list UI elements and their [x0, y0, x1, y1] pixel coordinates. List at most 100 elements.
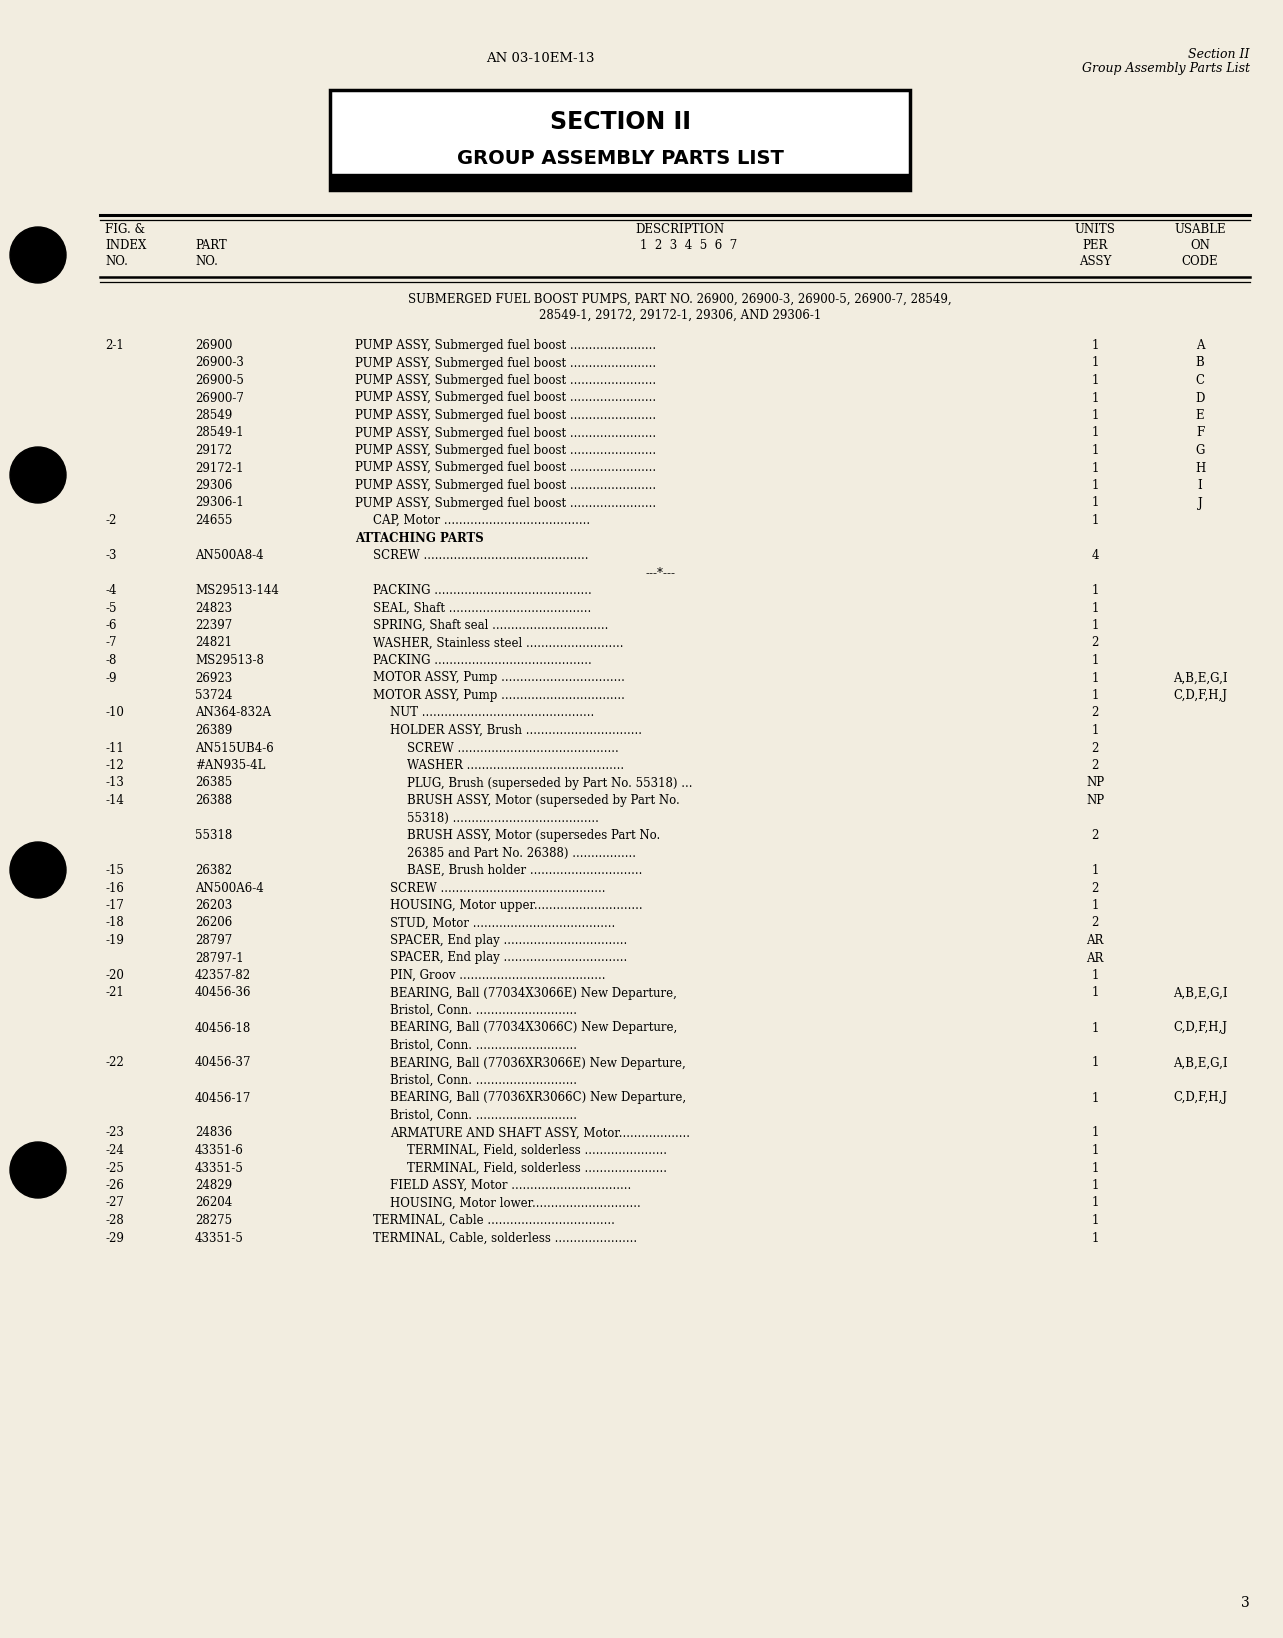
Text: NO.: NO.: [105, 256, 128, 269]
Text: Bristol, Conn. ...........................: Bristol, Conn. .........................…: [390, 1038, 577, 1052]
Text: 1: 1: [1092, 1179, 1098, 1192]
Text: SEAL, Shaft ......................................: SEAL, Shaft ............................…: [373, 601, 591, 614]
Text: 3: 3: [1241, 1595, 1250, 1610]
Text: Section II: Section II: [1188, 48, 1250, 61]
Text: MS29513-144: MS29513-144: [195, 585, 278, 596]
Text: A,B,E,G,I: A,B,E,G,I: [1173, 1057, 1228, 1070]
Text: GROUP ASSEMBLY PARTS LIST: GROUP ASSEMBLY PARTS LIST: [457, 149, 784, 167]
Text: 1: 1: [1092, 1057, 1098, 1070]
Text: CAP, Motor .......................................: CAP, Motor .............................…: [373, 514, 590, 527]
Text: #AN935-4L: #AN935-4L: [195, 758, 266, 771]
Text: 55318: 55318: [195, 829, 232, 842]
Text: -16: -16: [105, 881, 124, 894]
Text: HOUSING, Motor lower.............................: HOUSING, Motor lower....................…: [390, 1196, 640, 1209]
Text: 43351-5: 43351-5: [195, 1161, 244, 1174]
Text: 28549-1, 29172, 29172-1, 29306, AND 29306-1: 28549-1, 29172, 29172-1, 29306, AND 2930…: [539, 310, 821, 323]
Text: WASHER, Stainless steel ..........................: WASHER, Stainless steel ................…: [373, 637, 624, 650]
Text: ATTACHING PARTS: ATTACHING PARTS: [355, 531, 484, 544]
Text: 24836: 24836: [195, 1127, 232, 1140]
Text: -2: -2: [105, 514, 117, 527]
Text: 26923: 26923: [195, 672, 232, 685]
Text: -21: -21: [105, 986, 123, 999]
Text: INDEX: INDEX: [105, 239, 146, 252]
Text: 53724: 53724: [195, 690, 232, 703]
Text: 42357-82: 42357-82: [195, 970, 251, 983]
Text: 26382: 26382: [195, 863, 232, 876]
Text: 29172: 29172: [195, 444, 232, 457]
Text: PUMP ASSY, Submerged fuel boost .......................: PUMP ASSY, Submerged fuel boost ........…: [355, 478, 656, 491]
Text: 28797-1: 28797-1: [195, 952, 244, 965]
Text: -5: -5: [105, 601, 117, 614]
Text: FIELD ASSY, Motor ................................: FIELD ASSY, Motor ......................…: [390, 1179, 631, 1192]
Text: 1: 1: [1092, 585, 1098, 596]
Text: Bristol, Conn. ...........................: Bristol, Conn. .........................…: [390, 1109, 577, 1122]
Text: -23: -23: [105, 1127, 124, 1140]
Text: A,B,E,G,I: A,B,E,G,I: [1173, 672, 1228, 685]
Text: PART: PART: [195, 239, 227, 252]
Text: BEARING, Ball (77034X3066C) New Departure,: BEARING, Ball (77034X3066C) New Departur…: [390, 1022, 677, 1035]
Text: BASE, Brush holder ..............................: BASE, Brush holder .....................…: [407, 863, 643, 876]
Text: NP: NP: [1085, 794, 1105, 808]
Text: BRUSH ASSY, Motor (supersedes Part No.: BRUSH ASSY, Motor (supersedes Part No.: [407, 829, 661, 842]
Text: 22397: 22397: [195, 619, 232, 632]
Text: C,D,F,H,J: C,D,F,H,J: [1173, 1022, 1227, 1035]
Text: SCREW ............................................: SCREW ..................................…: [390, 881, 606, 894]
Text: PUMP ASSY, Submerged fuel boost .......................: PUMP ASSY, Submerged fuel boost ........…: [355, 444, 656, 457]
Text: 1: 1: [1092, 970, 1098, 983]
Text: -18: -18: [105, 917, 123, 929]
Text: PACKING ..........................................: PACKING ................................…: [373, 585, 591, 596]
Text: 29172-1: 29172-1: [195, 462, 244, 475]
Text: 29306-1: 29306-1: [195, 496, 244, 509]
Text: -15: -15: [105, 863, 124, 876]
Text: 1: 1: [1092, 899, 1098, 912]
Text: ARMATURE AND SHAFT ASSY, Motor...................: ARMATURE AND SHAFT ASSY, Motor..........…: [390, 1127, 690, 1140]
Text: 26385 and Part No. 26388) .................: 26385 and Part No. 26388) ..............…: [407, 847, 636, 860]
Text: -29: -29: [105, 1232, 124, 1245]
Text: 1: 1: [1092, 426, 1098, 439]
Text: NUT ..............................................: NUT ....................................…: [390, 706, 594, 719]
Text: FIG. &: FIG. &: [105, 223, 145, 236]
Text: 1: 1: [1092, 654, 1098, 667]
Text: PER: PER: [1083, 239, 1107, 252]
Text: 1: 1: [1092, 986, 1098, 999]
Text: AR: AR: [1087, 952, 1103, 965]
Text: 28549-1: 28549-1: [195, 426, 244, 439]
Text: PUMP ASSY, Submerged fuel boost .......................: PUMP ASSY, Submerged fuel boost ........…: [355, 391, 656, 405]
Text: AN364-832A: AN364-832A: [195, 706, 271, 719]
Text: TERMINAL, Cable, solderless ......................: TERMINAL, Cable, solderless ............…: [373, 1232, 638, 1245]
Circle shape: [10, 1142, 65, 1197]
Text: I: I: [1197, 478, 1202, 491]
Text: 26900-3: 26900-3: [195, 357, 244, 370]
Text: CODE: CODE: [1182, 256, 1219, 269]
Text: -7: -7: [105, 637, 117, 650]
Text: 26385: 26385: [195, 776, 232, 790]
Text: 2: 2: [1092, 917, 1098, 929]
Bar: [330, 174, 910, 190]
Text: PIN, Groov .......................................: PIN, Groov .............................…: [390, 970, 606, 983]
Text: PUMP ASSY, Submerged fuel boost .......................: PUMP ASSY, Submerged fuel boost ........…: [355, 426, 656, 439]
Text: 4: 4: [1092, 549, 1098, 562]
Text: 1: 1: [1092, 1091, 1098, 1104]
Text: DESCRIPTION: DESCRIPTION: [635, 223, 725, 236]
Text: 1: 1: [1092, 672, 1098, 685]
Text: 26900-5: 26900-5: [195, 373, 244, 387]
Text: 1: 1: [1092, 619, 1098, 632]
Text: -20: -20: [105, 970, 124, 983]
Bar: [330, 90, 910, 190]
Text: 2: 2: [1092, 758, 1098, 771]
Text: 1: 1: [1092, 462, 1098, 475]
Text: -27: -27: [105, 1196, 124, 1209]
Text: Bristol, Conn. ...........................: Bristol, Conn. .........................…: [390, 1075, 577, 1088]
Text: B: B: [1196, 357, 1205, 370]
Text: -12: -12: [105, 758, 123, 771]
Text: PUMP ASSY, Submerged fuel boost .......................: PUMP ASSY, Submerged fuel boost ........…: [355, 410, 656, 423]
Text: H: H: [1194, 462, 1205, 475]
Text: 24655: 24655: [195, 514, 232, 527]
Text: SPACER, End play .................................: SPACER, End play .......................…: [390, 934, 627, 947]
Text: 1: 1: [1092, 410, 1098, 423]
Text: SPRING, Shaft seal ...............................: SPRING, Shaft seal .....................…: [373, 619, 608, 632]
Text: PUMP ASSY, Submerged fuel boost .......................: PUMP ASSY, Submerged fuel boost ........…: [355, 462, 656, 475]
Text: -17: -17: [105, 899, 124, 912]
Text: 26203: 26203: [195, 899, 232, 912]
Text: -6: -6: [105, 619, 117, 632]
